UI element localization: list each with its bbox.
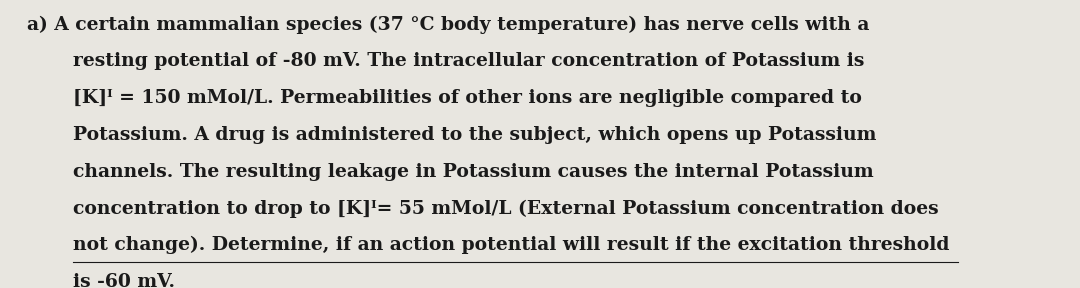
Text: [K]ᴵ = 150 mMol/L. Permeabilities of other ions are negligible compared to: [K]ᴵ = 150 mMol/L. Permeabilities of oth…: [73, 89, 862, 107]
Text: resting potential of -80 mV. The intracellular concentration of Potassium is: resting potential of -80 mV. The intrace…: [73, 52, 865, 70]
Text: concentration to drop to [K]ᴵ= 55 mMol/L (External Potassium concentration does: concentration to drop to [K]ᴵ= 55 mMol/L…: [73, 200, 939, 218]
Text: Potassium. A drug is administered to the subject, which opens up Potassium: Potassium. A drug is administered to the…: [73, 126, 877, 144]
Text: not change). Determine, if an action potential will result if the excitation thr: not change). Determine, if an action pot…: [73, 236, 949, 254]
Text: a) A certain mammalian species (37 °C body temperature) has nerve cells with a: a) A certain mammalian species (37 °C bo…: [27, 16, 869, 34]
Text: is -60 mV.: is -60 mV.: [73, 273, 175, 288]
Text: channels. The resulting leakage in Potassium causes the internal Potassium: channels. The resulting leakage in Potas…: [73, 163, 874, 181]
